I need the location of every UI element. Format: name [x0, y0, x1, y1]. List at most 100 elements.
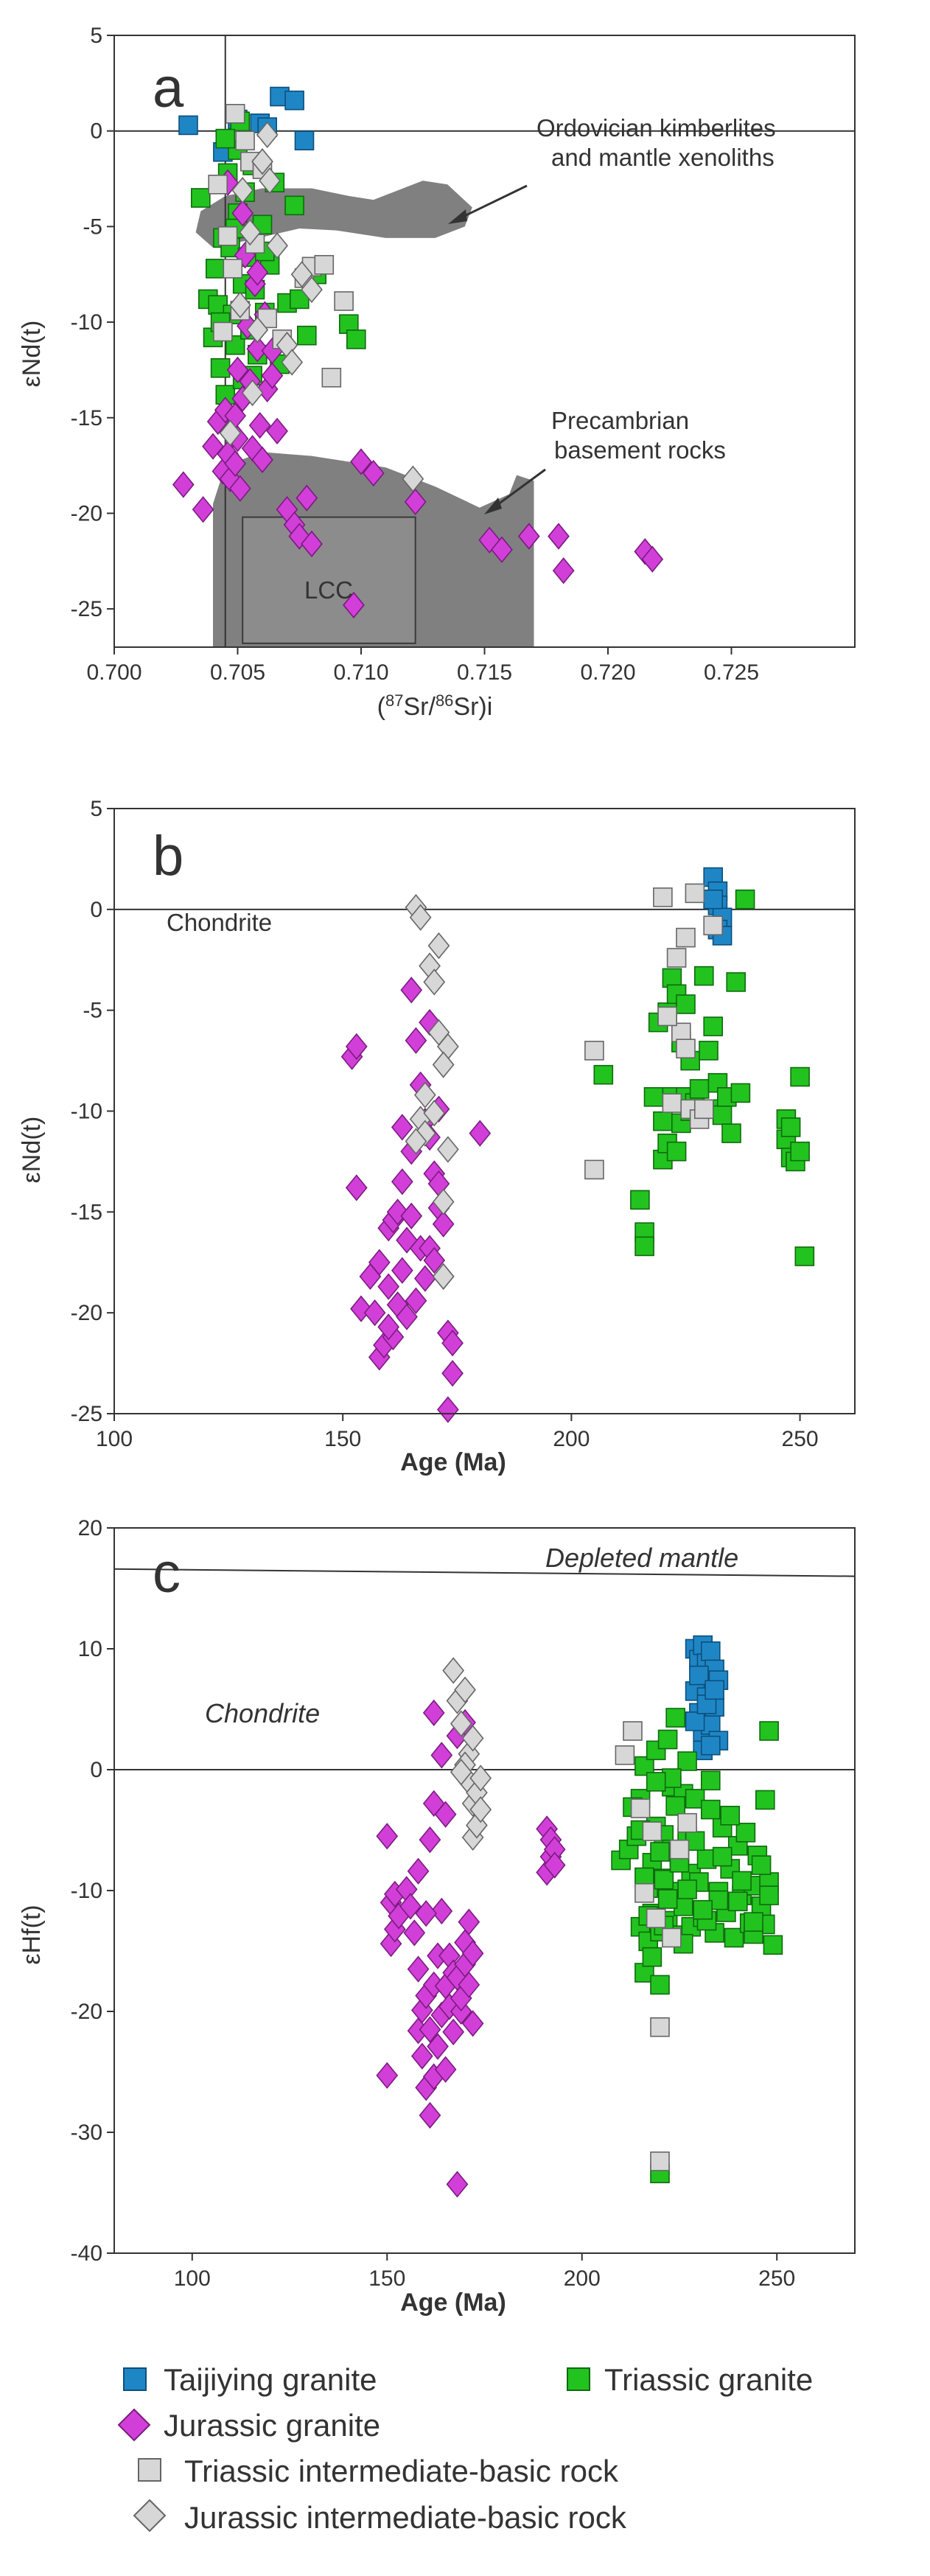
point-triassic-intermediate-basic-rock	[676, 1039, 696, 1058]
y-tick-label-b: 0	[90, 898, 102, 922]
point-triassic-granite	[665, 1708, 686, 1728]
point-triassic-granite	[284, 195, 304, 216]
point-jurassic-intermediate-basic-rock	[469, 1765, 492, 1792]
point-jurassic-granite	[192, 496, 214, 523]
point-triassic-granite	[720, 1806, 741, 1826]
point-triassic-intermediate-basic-rock	[662, 1927, 682, 1948]
point-jurassic-granite	[345, 1033, 368, 1061]
point-jurassic-granite	[350, 448, 372, 475]
point-triassic-granite	[693, 1899, 713, 1920]
x-tick-label-c: 200	[564, 2266, 601, 2291]
point-jurassic-intermediate-basic-rock	[413, 1081, 436, 1109]
point-triassic-intermediate-basic-rock	[334, 291, 354, 311]
point-jurassic-granite	[469, 1120, 492, 1147]
point-triassic-intermediate-basic-rock	[642, 1821, 662, 1841]
point-triassic-granite	[677, 1751, 697, 1771]
point-jurassic-granite	[400, 1202, 423, 1229]
point-triassic-intermediate-basic-rock	[615, 1745, 635, 1765]
legend: Taijiying granite Triassic granite Juras…	[117, 2362, 813, 2535]
point-triassic-intermediate-basic-rock	[630, 1798, 651, 1818]
panel-a-ylabel: εNd(t)	[18, 321, 46, 388]
panel-b-xlabel: Age (Ma)	[400, 1448, 506, 1476]
point-jurassic-intermediate-basic-rock	[461, 1725, 484, 1752]
point-jurassic-granite	[224, 450, 247, 478]
point-jurassic-granite	[413, 1265, 436, 1292]
point-taijiying-granite	[178, 115, 198, 136]
point-triassic-intermediate-basic-rock	[634, 1883, 654, 1903]
point-jurassic-granite	[491, 536, 513, 563]
point-triassic-granite	[346, 329, 366, 349]
kimberlite-arrow	[448, 184, 528, 224]
point-jurassic-granite	[407, 1955, 430, 1983]
point-jurassic-intermediate-basic-rock	[290, 261, 313, 288]
point-jurassic-intermediate-basic-rock	[454, 1676, 476, 1703]
point-jurassic-intermediate-basic-rock	[219, 419, 242, 447]
point-jurassic-granite	[436, 1396, 459, 1423]
lcc-annotation: LCC	[304, 576, 353, 604]
point-jurassic-granite	[248, 411, 271, 439]
y-tick-label-c: 0	[90, 1758, 102, 1782]
point-jurassic-granite	[399, 1893, 422, 1920]
point-triassic-granite	[677, 1879, 697, 1899]
point-jurassic-granite	[548, 523, 570, 550]
point-jurassic-granite	[376, 1823, 399, 1850]
point-triassic-granite	[296, 325, 317, 346]
point-triassic-granite	[759, 1721, 779, 1741]
point-triassic-intermediate-basic-rock	[676, 927, 696, 948]
y-tick-label-b: -20	[71, 1301, 102, 1325]
point-jurassic-granite	[432, 1210, 455, 1238]
point-jurassic-granite	[202, 433, 224, 460]
point-jurassic-granite	[362, 459, 385, 487]
point-triassic-granite	[657, 1889, 678, 1909]
point-triassic-granite	[732, 1871, 752, 1891]
point-triassic-granite	[650, 1842, 670, 1862]
point-jurassic-granite	[430, 1897, 453, 1925]
y-tick-label-a: -10	[71, 310, 102, 335]
point-triassic-granite	[790, 1141, 810, 1162]
legend-label-triassic-granite: Triassic granite	[604, 2362, 813, 2397]
point-triassic-granite	[751, 1855, 772, 1875]
point-jurassic-intermediate-basic-rock	[450, 1710, 472, 1737]
legend-label-triassic-ib: Triassic intermediate-basic rock	[184, 2454, 619, 2488]
panel-c-label: c	[153, 1542, 181, 1605]
point-jurassic-granite	[422, 1699, 445, 1727]
point-jurassic-granite	[172, 471, 195, 498]
point-triassic-granite	[657, 1729, 678, 1750]
point-jurassic-granite	[246, 259, 269, 286]
point-triassic-granite	[744, 1912, 763, 1932]
point-triassic-intermediate-basic-rock	[623, 1721, 643, 1741]
panel-c: 100 150 200 250 -40 -30 -20 -10 0 10 20 c Depleted…	[18, 1516, 856, 2317]
point-jurassic-granite	[446, 2171, 469, 2198]
point-triassic-intermediate-basic-rock	[225, 104, 245, 124]
point-triassic-intermediate-basic-rock	[703, 915, 724, 935]
point-jurassic-intermediate-basic-rock	[450, 1759, 472, 1786]
point-jurassic-granite	[461, 2010, 484, 2037]
point-jurassic-granite	[552, 557, 575, 584]
point-triassic-intermediate-basic-rock	[653, 887, 673, 907]
point-triassic-granite	[730, 1083, 751, 1103]
y-tick-label-c: 20	[78, 1516, 102, 1540]
point-jurassic-granite	[404, 488, 427, 516]
point-jurassic-intermediate-basic-rock	[423, 968, 446, 996]
basement-annotation-line2: basement rocks	[554, 436, 726, 464]
lcc-box	[242, 516, 416, 644]
point-jurassic-granite	[405, 1027, 427, 1054]
point-jurassic-intermediate-basic-rock	[409, 904, 432, 931]
point-jurassic-intermediate-basic-rock	[251, 148, 273, 175]
x-tick-label-c: 150	[368, 2266, 405, 2291]
x-tick-label-c: 250	[758, 2266, 795, 2291]
x-tick-label-a: 0.710	[333, 660, 388, 685]
basement-arrow	[484, 468, 546, 514]
point-jurassic-granite	[422, 1790, 445, 1818]
point-jurassic-granite	[377, 1313, 400, 1341]
y-tick-label-a: -5	[83, 214, 102, 239]
point-triassic-intermediate-basic-rock	[650, 2151, 670, 2171]
y-tick-label-a: 0	[90, 119, 102, 144]
point-triassic-granite	[780, 1117, 801, 1137]
point-triassic-intermediate-basic-rock	[314, 254, 335, 275]
point-jurassic-intermediate-basic-rock	[469, 1795, 492, 1823]
point-jurassic-granite	[405, 1287, 427, 1314]
point-triassic-granite	[666, 1141, 687, 1162]
point-jurassic-intermediate-basic-rock	[436, 1136, 459, 1163]
